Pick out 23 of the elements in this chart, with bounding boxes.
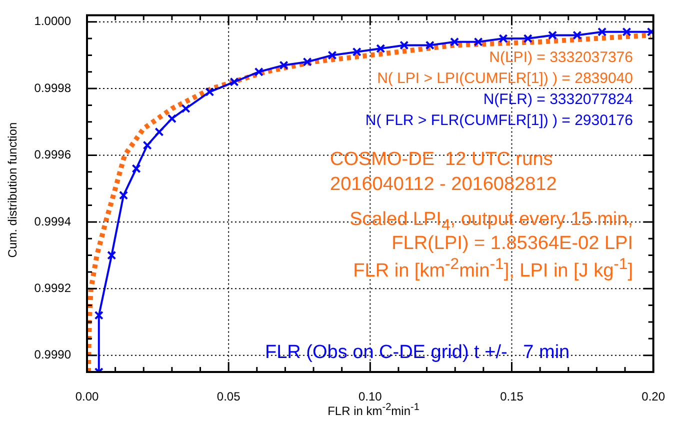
annotation: Scaled LPI$_{4}$, output every 15 min, bbox=[350, 209, 633, 234]
annotation: N( LPI > LPI(CUMFLR[1]) ) = 2839040 bbox=[377, 70, 633, 87]
y-axis-title: Cum. distribution function bbox=[5, 122, 20, 258]
annotation: N(FLR) = 3332077824 bbox=[483, 91, 633, 108]
annotation: FLR in [km$^{-2}$min$^{-1}$], LPI in [J kg$^{-1}$] bbox=[353, 256, 633, 282]
annotation: N( FLR > FLR(CUMFLR[1]) ) = 2930176 bbox=[365, 112, 633, 129]
y-tick-label: 0.9992 bbox=[34, 280, 72, 295]
annotation: N(LPI) = 3332037376 bbox=[489, 49, 633, 66]
y-tick-label: 0.9996 bbox=[34, 148, 72, 162]
annotation: 2016040112 - 2016082812 bbox=[330, 174, 557, 195]
x-tick-label: 0.10 bbox=[358, 390, 382, 404]
y-tick-label: 0.9998 bbox=[34, 80, 72, 95]
x-tick-label: 0.05 bbox=[216, 390, 241, 404]
annotation: FLR (Obs on C-DE grid) t +/- 7 min bbox=[265, 342, 570, 363]
x-tick-label: 0.00 bbox=[75, 390, 99, 404]
annotation: FLR(LPI) = 1.85364E-02 LPI bbox=[392, 233, 633, 254]
annotation: COSMO-DE 12 UTC runs bbox=[330, 149, 553, 170]
x-tick-label: 0.20 bbox=[642, 390, 666, 404]
x-axis-title: FLR in km$^{-2}$min$^{-1}$ bbox=[326, 402, 420, 418]
y-tick-label: 0.9994 bbox=[34, 214, 72, 228]
y-tick-label: 0.9990 bbox=[34, 348, 72, 362]
y-tick-label: 1.0000 bbox=[34, 14, 72, 28]
x-tick-label: 0.15 bbox=[500, 390, 524, 404]
